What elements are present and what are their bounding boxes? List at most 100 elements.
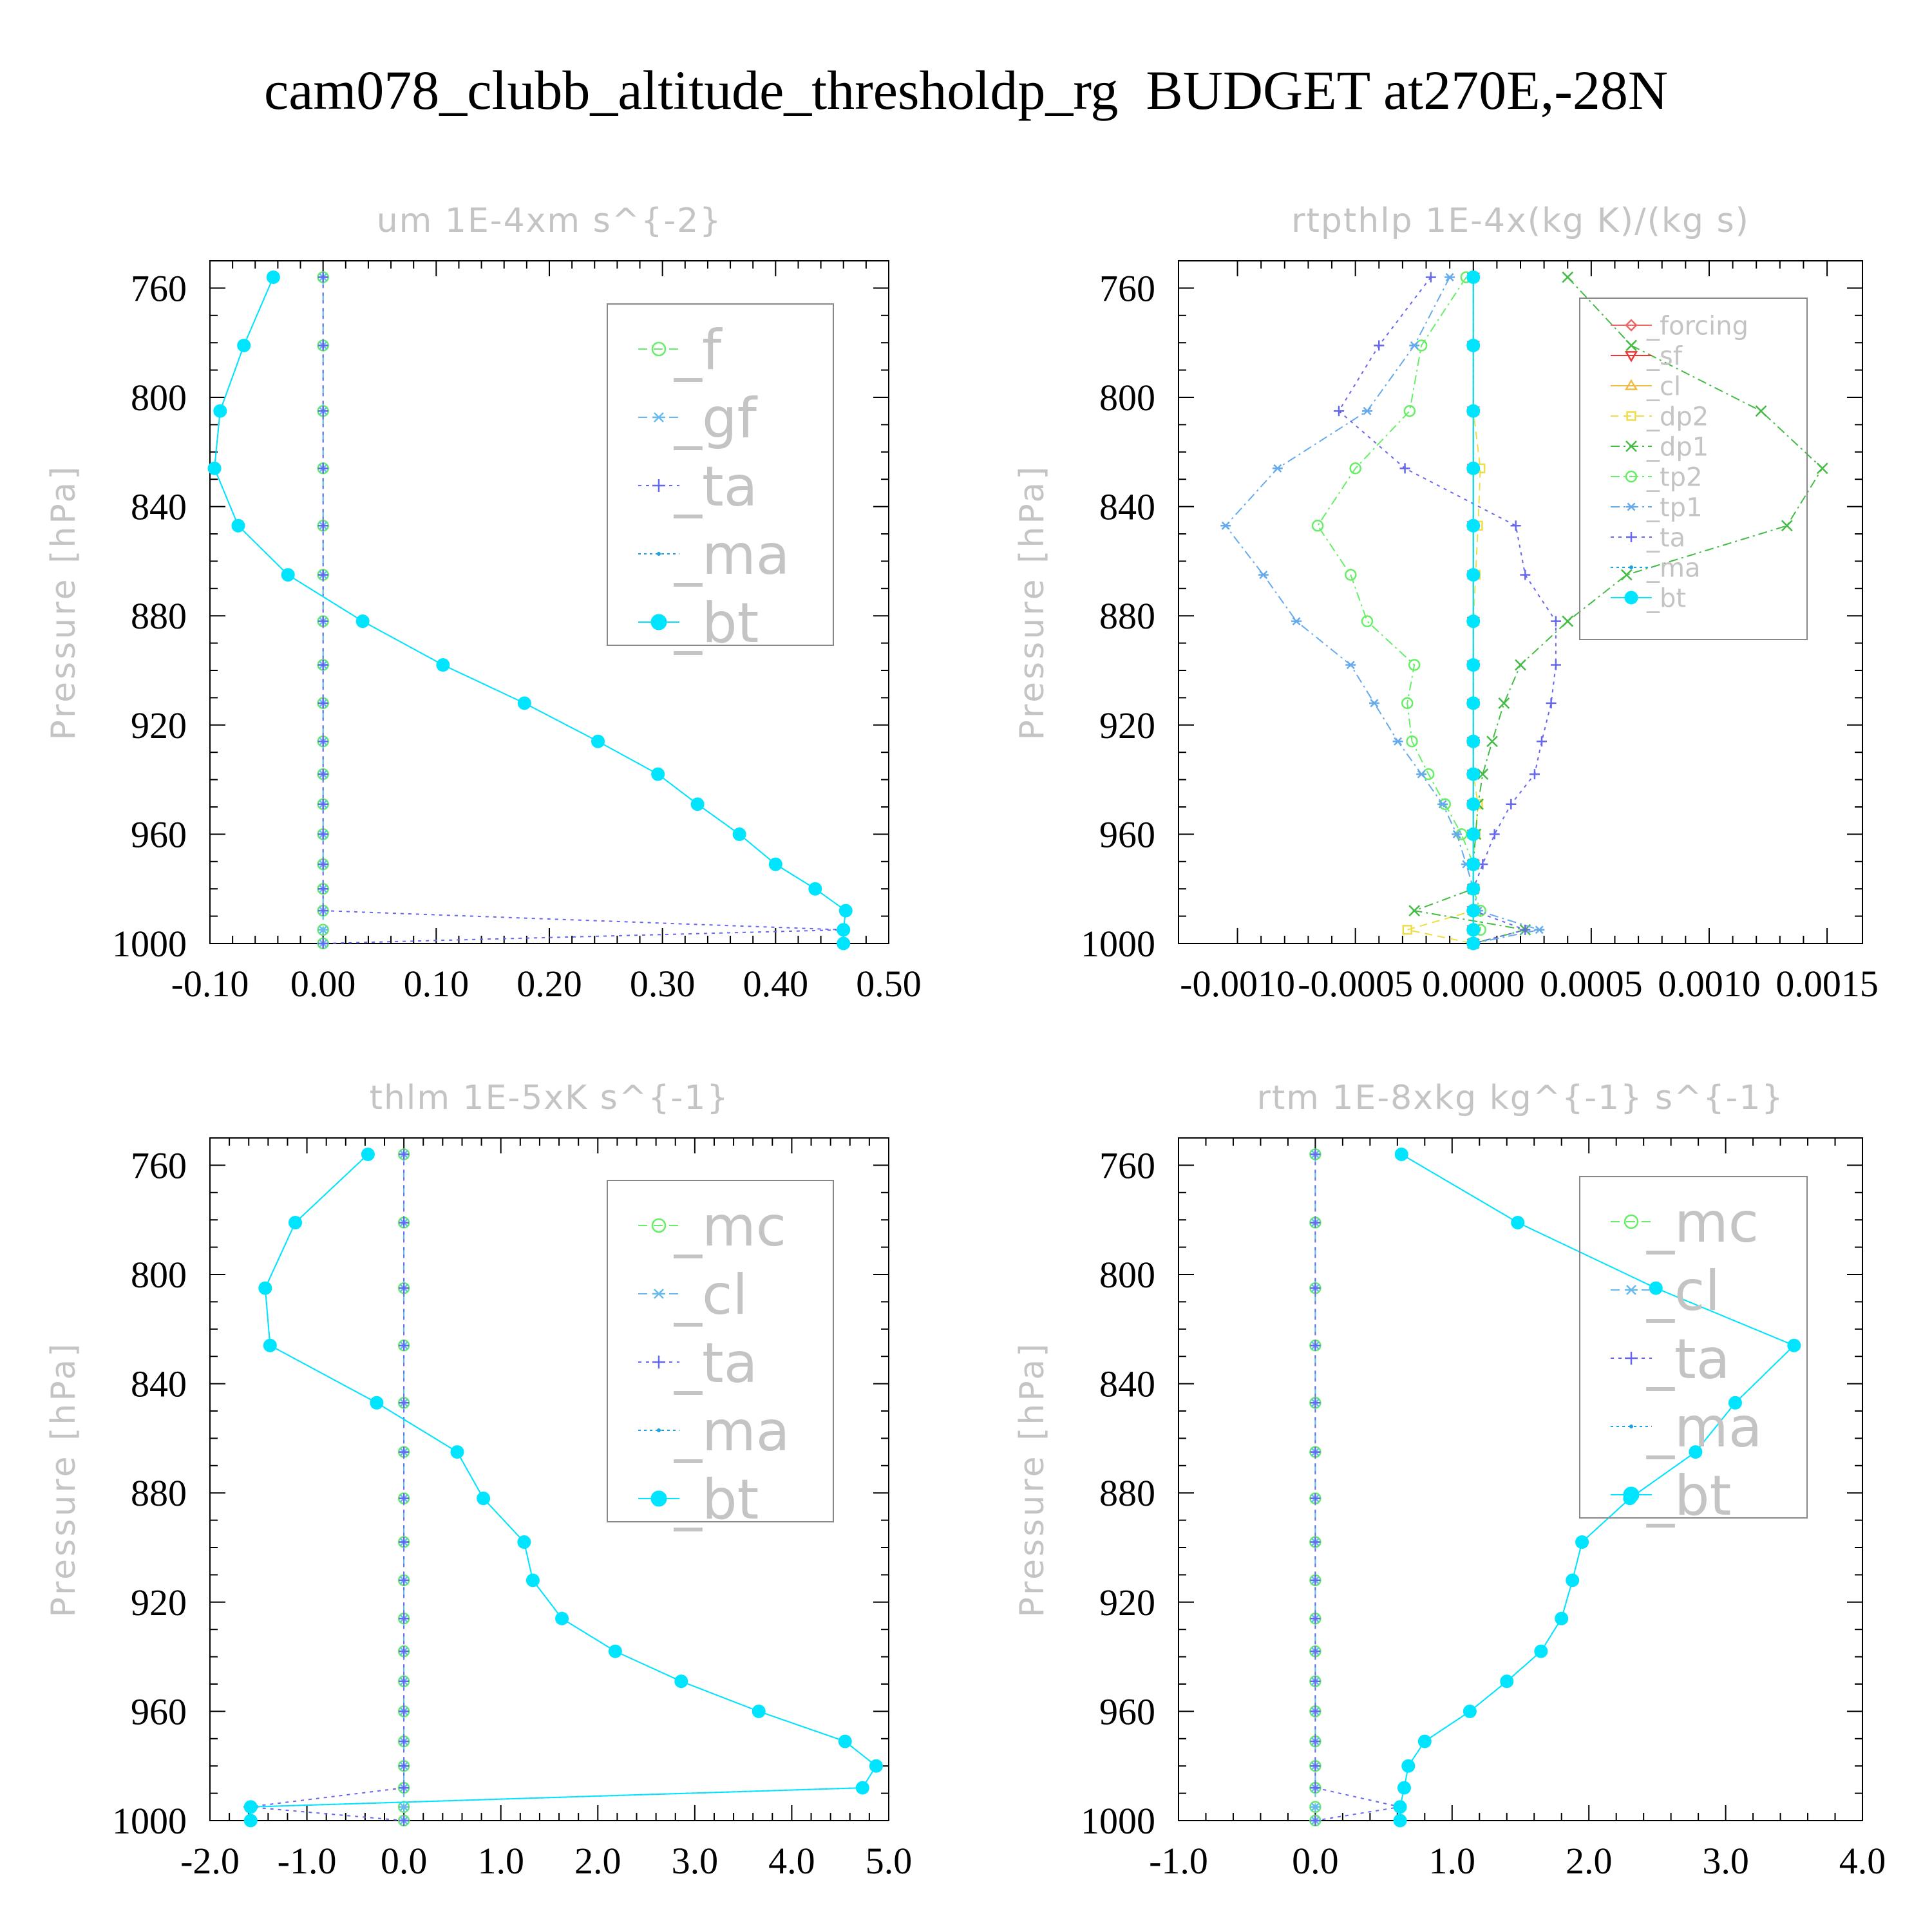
x-tick-label: 0.0005 — [1540, 963, 1643, 1005]
legend-item: _ta — [638, 1331, 757, 1396]
data-point — [317, 859, 328, 870]
legend-item: _dp1 — [1611, 432, 1709, 462]
data-point — [1466, 734, 1481, 748]
data-point — [1401, 1759, 1416, 1773]
y-tick-label: 1000 — [1081, 1800, 1155, 1842]
x-tick-label: 3.0 — [672, 1840, 719, 1882]
legend-label: _cl — [1646, 372, 1681, 401]
panel-title: thlm 1E-5xK s^{-1} — [370, 1079, 730, 1117]
x-tick-label: 0.0 — [1292, 1840, 1339, 1882]
data-point — [399, 1783, 410, 1794]
data-point — [1334, 406, 1345, 417]
y-tick-label: 840 — [1099, 1363, 1155, 1405]
data-point — [1394, 1147, 1408, 1161]
data-point — [317, 799, 328, 810]
data-point — [1408, 905, 1421, 917]
data-point — [1466, 797, 1481, 811]
legend-item: _gf — [638, 386, 758, 451]
panel-title: rtm 1E-8xkg kg^{-1} s^{-1} — [1256, 1079, 1784, 1117]
legend-item: _ta — [1611, 523, 1685, 553]
legend-label: _cl — [674, 1263, 748, 1327]
legend-box — [607, 303, 834, 646]
data-point — [1437, 800, 1448, 809]
legend-marker — [657, 1428, 661, 1432]
legend-marker — [1624, 1214, 1639, 1229]
legend-label: _gf — [674, 386, 758, 451]
series-line — [249, 1154, 405, 1821]
data-point — [1310, 1676, 1321, 1687]
x-tick-label: 0.00 — [290, 963, 356, 1005]
data-point — [1392, 737, 1403, 746]
panel-title: rtpthlp 1E-4x(kg K)/(kg s) — [1291, 202, 1750, 240]
y-tick-label: 800 — [131, 1254, 187, 1296]
data-point — [317, 697, 328, 708]
legend-item: _ma — [638, 523, 790, 587]
data-point — [237, 338, 251, 352]
x-tick-label: 0.20 — [516, 963, 582, 1005]
data-point — [289, 1215, 303, 1229]
y-tick-label: 760 — [131, 267, 187, 309]
data-point — [1406, 735, 1418, 748]
legend-marker — [652, 1356, 665, 1368]
legend-marker — [650, 1490, 667, 1507]
legend-item: _dp2 — [1611, 402, 1709, 431]
legend: _mc_cl_ta_ma_bt — [1579, 1176, 1808, 1528]
data-point — [768, 857, 782, 871]
legend-marker — [1626, 502, 1636, 511]
legend-label: _ma — [674, 523, 790, 587]
y-tick-label: 1000 — [112, 1800, 187, 1842]
x-tick-label: 0.30 — [630, 963, 696, 1005]
data-point — [1466, 270, 1481, 284]
legend-item: _cl — [638, 1263, 748, 1327]
data-point — [1444, 272, 1455, 281]
data-point — [1310, 1815, 1321, 1826]
data-point — [317, 829, 328, 840]
data-point — [399, 1736, 410, 1747]
data-point — [1550, 616, 1561, 627]
data-point — [1489, 829, 1500, 840]
data-point — [1466, 404, 1481, 418]
y-tick-label: 760 — [1099, 1144, 1155, 1186]
data-point — [1310, 1706, 1321, 1717]
legend-marker — [1625, 1352, 1638, 1365]
legend-label: _mc — [1646, 1191, 1759, 1255]
y-tick-label: 880 — [131, 1472, 187, 1514]
data-point — [317, 569, 328, 580]
data-point — [1349, 462, 1361, 475]
x-tick-label: 4.0 — [768, 1840, 815, 1882]
data-point — [436, 658, 450, 672]
data-point — [1361, 406, 1372, 415]
data-point — [1345, 569, 1357, 581]
legend-marker — [1625, 319, 1638, 332]
y-tick-label: 800 — [131, 377, 187, 419]
x-tick-label: 4.0 — [1839, 1840, 1886, 1882]
y-tick-label: 800 — [1099, 377, 1155, 419]
series-dp2 — [1402, 272, 1486, 949]
legend-label: _sf — [1646, 341, 1683, 371]
plot-frame — [1178, 260, 1863, 944]
data-point — [263, 1338, 277, 1352]
data-point — [1310, 1149, 1321, 1160]
y-tick-label: 1000 — [112, 923, 187, 965]
data-point — [1520, 569, 1531, 580]
data-point — [1755, 405, 1767, 417]
series-dp1 — [1408, 271, 1828, 949]
series-line — [1316, 276, 1481, 944]
data-point — [1466, 857, 1481, 871]
series-line — [1314, 1154, 1401, 1821]
data-point — [517, 696, 531, 710]
legend-label: _ta — [1646, 523, 1685, 553]
legend-marker — [652, 1289, 665, 1299]
data-point — [1466, 614, 1481, 629]
data-point — [317, 406, 328, 417]
data-point — [732, 827, 746, 841]
legend-item: _tp2 — [1611, 462, 1703, 492]
legend-marker — [651, 341, 667, 357]
x-tick-label: -2.0 — [180, 1840, 240, 1882]
data-point — [1361, 615, 1374, 627]
data-point — [207, 461, 222, 475]
series-ta — [243, 1149, 410, 1826]
legend-item: _tp1 — [1611, 493, 1703, 522]
data-point — [317, 736, 328, 747]
data-point — [1291, 617, 1302, 626]
